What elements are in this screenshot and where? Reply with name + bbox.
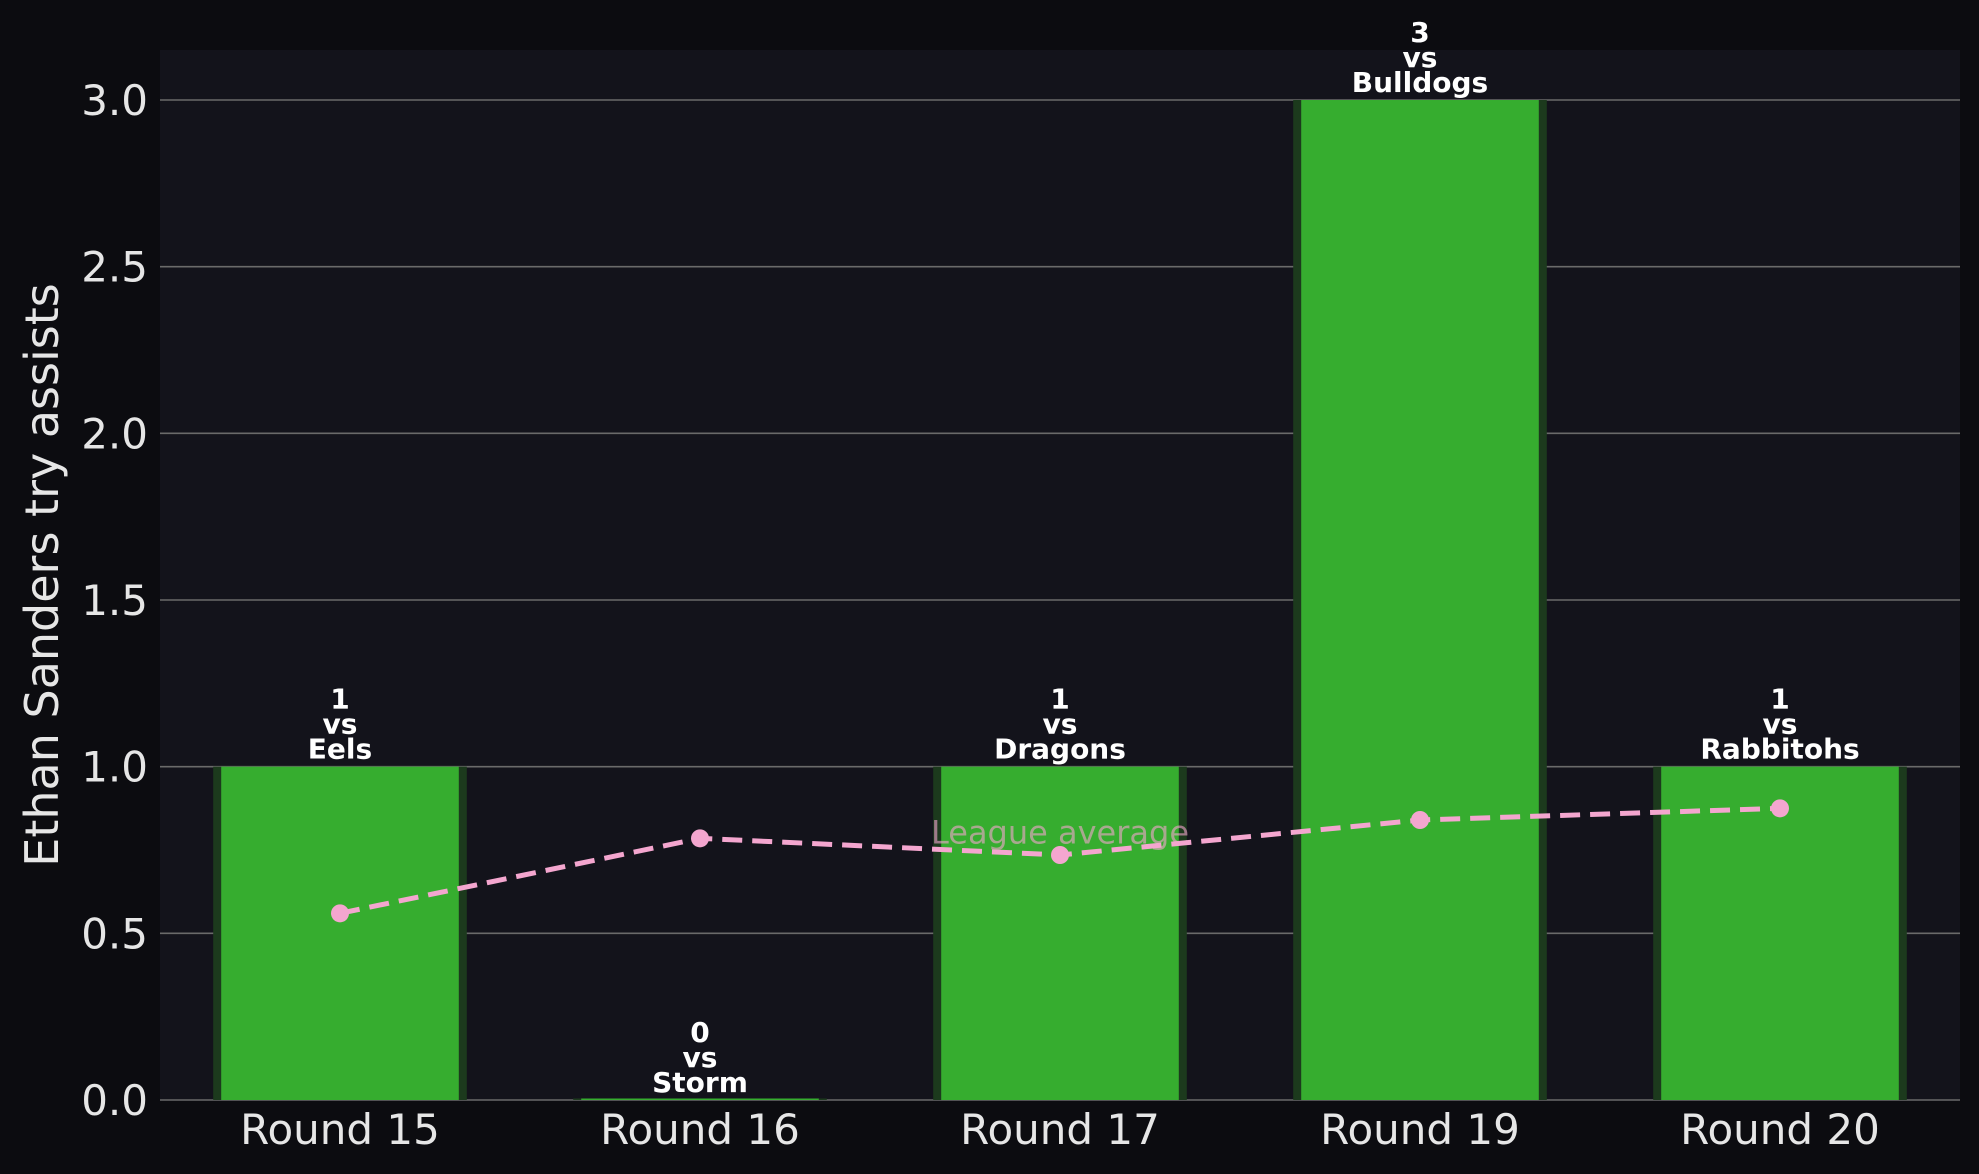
bar-data-label: vs [683,1041,718,1074]
bar [941,766,1179,1100]
league-average-point [1411,811,1429,829]
bar [221,766,459,1100]
x-tick-label: Round 20 [1680,1105,1880,1154]
bar-data-label: 1 [330,683,349,716]
bar-data-label: Dragons [994,733,1126,766]
bar-data-label: vs [1043,708,1078,741]
bar-data-label: Rabbitohs [1700,733,1859,766]
bar-data-label: 3 [1410,16,1429,49]
bars [213,100,1907,1100]
y-axis-label: Ethan Sanders try assists [15,283,69,866]
bar-data-label: 1 [1050,683,1069,716]
y-axis-ticks: 0.0 0.5 1.0 1.5 2.0 2.5 3.0 [81,76,148,1125]
y-tick-label: 1.5 [81,576,148,625]
league-average-point [691,829,709,848]
bar-data-label: Bulldogs [1352,66,1488,99]
y-tick-label: 1.0 [81,743,148,792]
bar-data-label: 1 [1770,683,1789,716]
x-tick-label: Round 15 [240,1105,440,1154]
x-tick-label: Round 16 [600,1105,800,1154]
bar-labels: 1vsEels0vsStorm1vsDragons3vsBulldogs1vsR… [308,16,1860,1099]
bar-data-label: 0 [690,1016,709,1049]
bar-data-label: Eels [308,733,372,766]
bar [1301,100,1539,1100]
x-tick-label: Round 17 [960,1105,1160,1154]
league-average-point [331,904,349,923]
x-tick-label: Round 19 [1320,1105,1520,1154]
bar [581,1098,819,1100]
y-tick-label: 0.0 [81,1076,148,1125]
league-average-label: League average [931,813,1189,851]
league-average-point [1771,799,1789,818]
bar-data-label: vs [323,708,358,741]
y-tick-label: 3.0 [81,76,148,125]
bar-data-label: vs [1403,41,1438,74]
bar [1661,766,1899,1100]
y-tick-label: 0.5 [81,909,148,958]
y-tick-label: 2.0 [81,409,148,458]
y-tick-label: 2.5 [81,243,148,292]
league-average-series [331,799,1789,923]
bar-data-label: Storm [652,1066,748,1099]
x-axis-ticks: Round 15 Round 16 Round 17 Round 19 Round 20 [240,1105,1880,1154]
league-average-point [1051,846,1069,864]
bar-data-label: vs [1763,708,1798,741]
